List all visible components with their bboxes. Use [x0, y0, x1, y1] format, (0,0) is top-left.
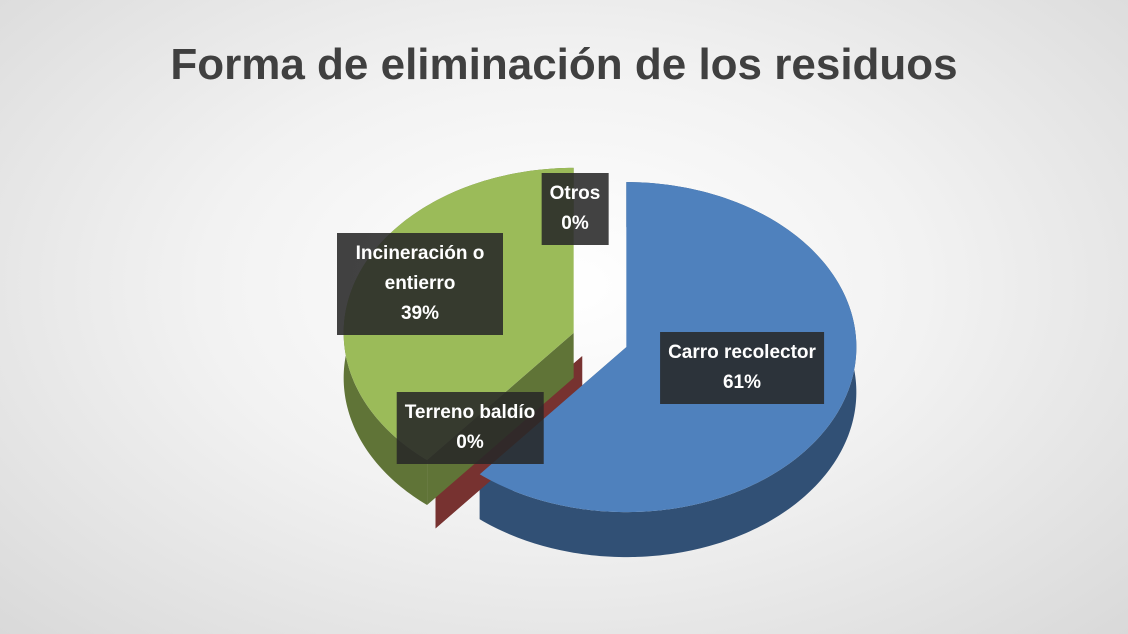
value-label: 61%: [722, 372, 762, 393]
value-label: 39%: [400, 303, 440, 324]
data-label: Carro recolector 61%: [660, 332, 824, 404]
chart-title: Forma de eliminación de los residuos: [170, 40, 958, 89]
category-label: Terreno baldío: [404, 402, 536, 423]
category-label: Otros: [549, 183, 601, 204]
value-label: 0%: [561, 213, 589, 234]
slice-rim: [479, 182, 857, 558]
value-label: 0%: [456, 432, 484, 453]
data-label: Otros 0%: [541, 173, 609, 245]
data-label: Incineración o entierro 39%: [337, 233, 503, 335]
data-label: Terreno baldío 0%: [396, 392, 544, 464]
category-label: Incineración o entierro: [355, 243, 485, 294]
category-label: Carro recolector: [668, 342, 816, 363]
